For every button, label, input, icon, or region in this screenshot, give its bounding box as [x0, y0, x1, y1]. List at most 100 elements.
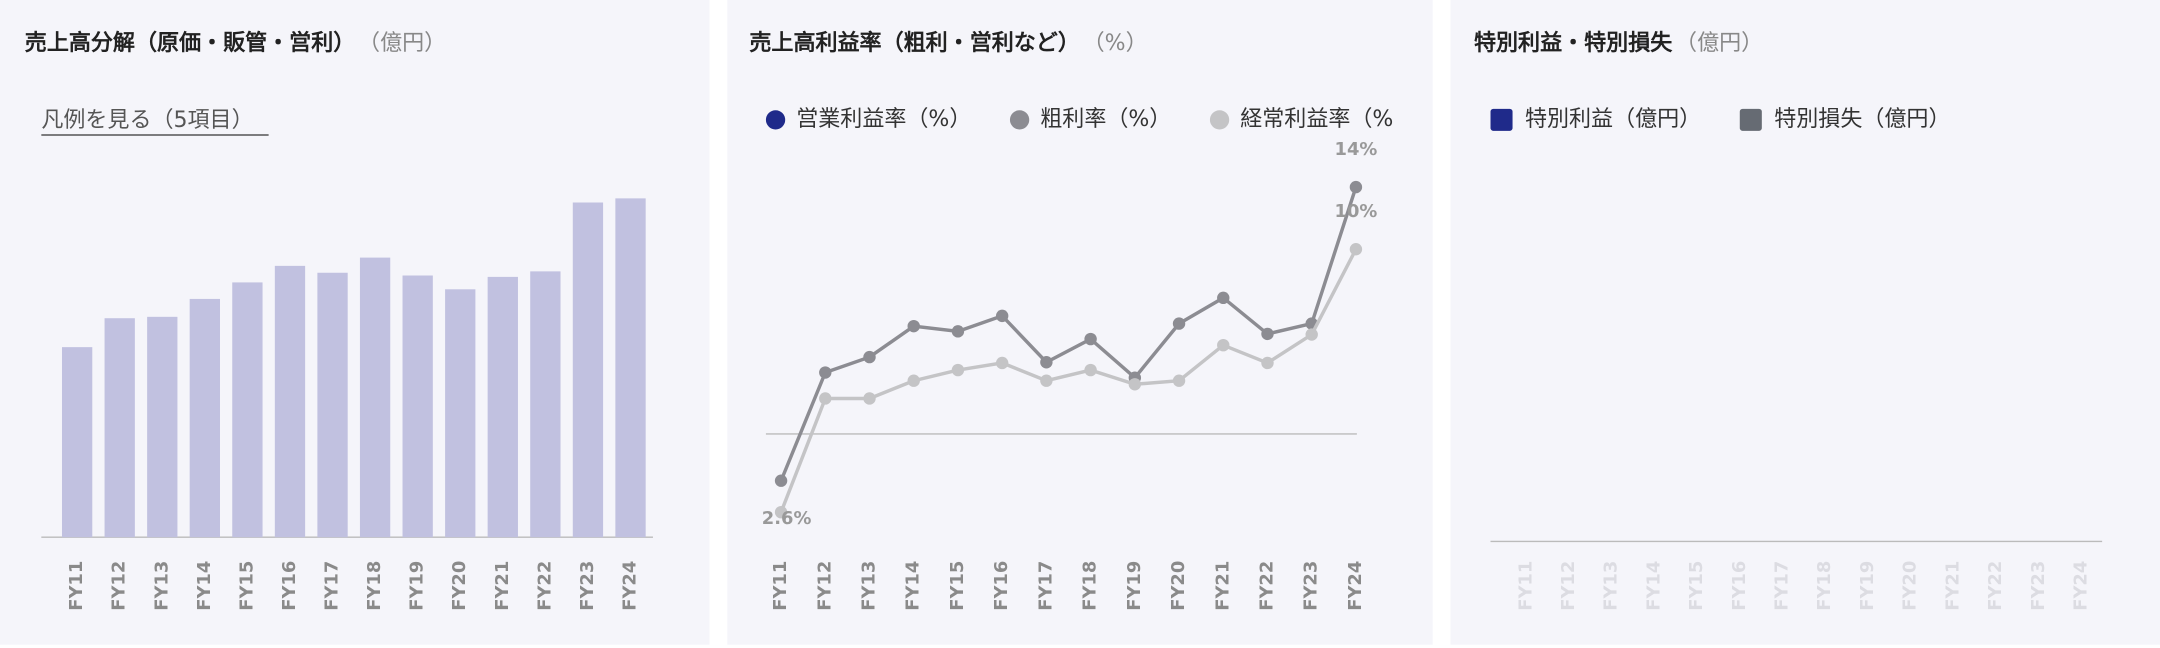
point: [1349, 243, 1363, 256]
point: [1217, 338, 1230, 352]
point: [1305, 328, 1318, 341]
point: [1084, 363, 1097, 377]
point: [863, 392, 876, 405]
point: [819, 366, 832, 379]
point: [1172, 374, 1186, 387]
x-tick-label: FY20: [1168, 561, 1189, 611]
point: [774, 505, 788, 519]
x-tick-label: FY12: [1558, 561, 1579, 611]
x-tick-label: FY16: [279, 561, 300, 611]
point: [1040, 356, 1053, 369]
bar: [104, 318, 135, 538]
x-tick-label: FY22: [1256, 561, 1277, 611]
title-unit: （%）: [1083, 31, 1148, 56]
data-label: 10%: [1335, 201, 1378, 222]
point: [1261, 327, 1274, 341]
bar: [487, 276, 518, 538]
legend-label: 特別損失（億円）: [1774, 107, 1950, 132]
x-tick-label: FY15: [947, 561, 968, 611]
panel: [1450, 0, 2160, 645]
x-tick-label: FY23: [1301, 561, 1322, 611]
x-tick-label: FY20: [1900, 561, 1921, 611]
x-tick-label: FY11: [770, 561, 791, 611]
point: [1084, 332, 1097, 346]
x-tick-label: FY17: [322, 561, 343, 611]
bar: [317, 272, 348, 538]
bar: [147, 316, 178, 538]
bar: [402, 275, 433, 538]
bar: [572, 202, 604, 538]
chart-title: 売上高分解（原価・販管・営利）: [25, 30, 355, 56]
legend-label: 経常利益率（%）: [1240, 107, 1415, 132]
point: [1349, 180, 1363, 194]
x-tick-label: FY18: [364, 561, 385, 611]
bar: [232, 282, 263, 538]
legend-marker: [1490, 108, 1513, 131]
x-tick-label: FY17: [1772, 561, 1793, 611]
point: [1128, 378, 1142, 391]
x-tick-label: FY12: [814, 561, 835, 611]
legend-link[interactable]: 凡例を見る（5項目）: [41, 108, 253, 133]
x-tick-label: FY24: [620, 561, 641, 611]
point: [1040, 374, 1053, 387]
x-tick-label: FY18: [1814, 561, 1835, 611]
point: [1217, 291, 1230, 305]
x-tick-label: FY21: [492, 561, 513, 611]
chart-title: 特別利益・特別損失: [1474, 30, 1673, 56]
x-tick-label: FY16: [1729, 561, 1750, 611]
x-tick-label: FY13: [151, 561, 172, 611]
legend-marker: [1009, 110, 1030, 130]
point: [951, 325, 965, 338]
x-tick-label: FY19: [1857, 561, 1878, 611]
legend-label: 営業利益率（%）: [796, 107, 971, 132]
line: [779, 248, 1358, 513]
x-tick-label: FY21: [1212, 561, 1233, 611]
point: [1261, 356, 1274, 370]
chart-title: 売上高利益率（粗利・営利など）: [749, 30, 1079, 56]
point: [774, 474, 788, 487]
x-tick-label: FY22: [534, 561, 555, 611]
x-tick-label: FY19: [407, 561, 428, 611]
x-tick-label: FY14: [194, 561, 215, 611]
panel: [727, 0, 1433, 645]
x-tick-label: FY15: [236, 561, 257, 611]
x-tick-label: FY21: [1942, 561, 1963, 611]
x-tick-label: FY24: [1345, 561, 1366, 611]
x-tick-label: FY19: [1124, 561, 1145, 611]
bar: [615, 198, 646, 538]
x-tick-label: FY14: [903, 561, 924, 611]
x-tick-label: FY22: [1985, 561, 2006, 611]
x-tick-label: FY23: [2028, 561, 2049, 611]
bar: [274, 265, 306, 538]
title-unit: （億円）: [358, 31, 446, 56]
legend-marker: [1739, 108, 1762, 131]
point: [951, 363, 965, 377]
point: [863, 350, 876, 364]
x-tick-label: FY20: [449, 561, 470, 611]
x-tick-label: FY23: [577, 561, 598, 611]
bar: [530, 271, 561, 538]
point: [907, 374, 920, 387]
legend-marker: [765, 110, 786, 130]
legend-label: 特別利益（億円）: [1525, 107, 1701, 132]
x-tick-label: FY15: [1686, 561, 1707, 611]
bar: [445, 289, 476, 538]
x-tick-label: FY12: [109, 561, 130, 611]
x-tick-label: FY18: [1080, 561, 1101, 611]
point: [907, 319, 920, 333]
x-tick-label: FY11: [1515, 561, 1536, 611]
point: [995, 309, 1009, 323]
x-tick-label: FY17: [1035, 561, 1056, 611]
legend-label: 粗利率（%）: [1040, 107, 1171, 132]
x-tick-label: FY16: [991, 561, 1012, 611]
title-unit: （億円）: [1675, 31, 1763, 56]
legend-marker: [1209, 110, 1230, 130]
line: [779, 186, 1358, 482]
x-tick-label: FY13: [1601, 561, 1622, 611]
point: [995, 356, 1009, 370]
x-tick-label: FY13: [859, 561, 880, 611]
x-tick-label: FY14: [1643, 561, 1664, 611]
x-tick-label: FY24: [2070, 561, 2091, 611]
data-label: 2.6%: [762, 508, 812, 529]
